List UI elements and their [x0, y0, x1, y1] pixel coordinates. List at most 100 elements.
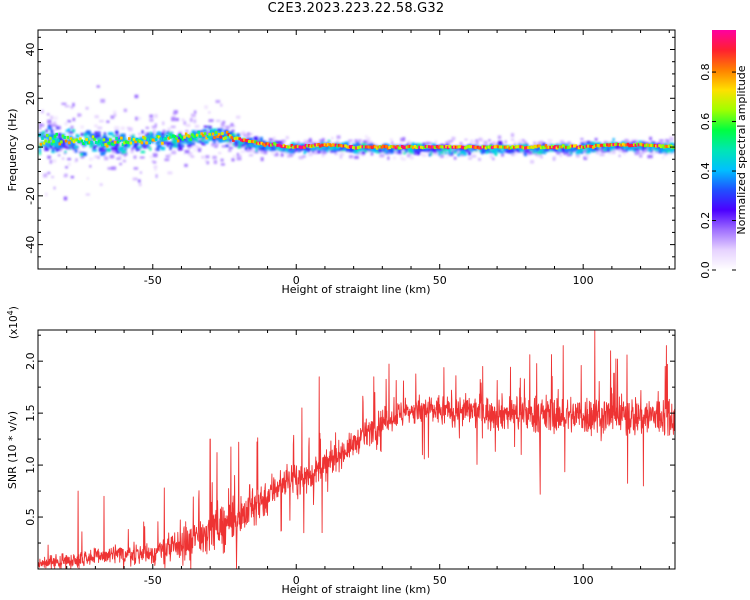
colorbar-tick-label: 0.8 [699, 63, 712, 81]
heatmap-cell [103, 151, 106, 155]
heatmap-cell [568, 145, 571, 149]
heatmap-cell [290, 144, 294, 147]
heatmap-cell [270, 143, 273, 147]
heatmap-cell [326, 149, 329, 153]
heatmap-cell [97, 156, 100, 159]
heatmap-cell [497, 140, 503, 144]
heatmap-cell [181, 137, 185, 141]
heatmap-cell [135, 147, 139, 152]
heatmap-cell [436, 148, 440, 151]
heatmap-cell [670, 149, 674, 154]
heatmap-cell [236, 152, 240, 157]
heatmap-cell [85, 106, 89, 110]
heatmap-cell [122, 159, 127, 163]
heatmap-cell [649, 136, 653, 141]
heatmap-cell [303, 139, 309, 143]
heatmap-cell [416, 151, 421, 156]
heatmap-cell [52, 143, 56, 146]
heatmap-cell [190, 144, 194, 149]
heatmap-cell [52, 140, 55, 144]
heatmap-cell [432, 145, 436, 149]
heatmap-cell [52, 148, 55, 152]
heatmap-cell [320, 143, 324, 147]
heatmap-cell [336, 140, 339, 143]
heatmap-cell [521, 139, 525, 142]
heatmap-cell [233, 137, 237, 141]
heatmap-cell [255, 148, 258, 152]
heatmap-cell [232, 143, 236, 146]
heatmap-cell [577, 146, 581, 150]
heatmap-cell [612, 143, 615, 146]
heatmap-cell [188, 132, 191, 137]
heatmap-cell [559, 153, 562, 158]
spectrogram-heatmap [38, 85, 675, 201]
heatmap-cell [113, 113, 117, 117]
heatmap-cell [320, 141, 324, 144]
heatmap-cell [481, 145, 485, 149]
heatmap-cell [74, 149, 78, 153]
heatmap-cell [44, 135, 47, 139]
heatmap-cell [356, 149, 361, 152]
heatmap-cell [72, 143, 76, 146]
heatmap-cell [399, 146, 402, 150]
heatmap-cell [114, 147, 119, 152]
heatmap-cell [86, 141, 90, 145]
heatmap-cell [118, 155, 122, 159]
heatmap-cell [225, 126, 230, 130]
heatmap-cell [600, 147, 604, 151]
heatmap-cell [166, 131, 170, 134]
colorbar-ticks: 0.0 0.2 0.4 0.6 0.8 [699, 63, 736, 279]
colorbar-tick-label: 0.4 [699, 162, 712, 180]
heatmap-cell [587, 146, 592, 151]
heatmap-cell [585, 154, 589, 158]
heatmap-cell [337, 143, 341, 147]
snr-multiplier-label: (x104) [6, 306, 20, 339]
heatmap-cell [213, 141, 216, 144]
heatmap-cell [231, 158, 235, 162]
heatmap-cell [669, 136, 674, 141]
heatmap-cell [150, 137, 153, 141]
heatmap-cell [385, 145, 388, 148]
heatmap-cell [630, 138, 635, 143]
heatmap-cell [92, 149, 98, 152]
heatmap-cell [355, 141, 360, 146]
heatmap-cell [451, 145, 455, 149]
heatmap-cell [313, 146, 317, 150]
heatmap-cell [462, 144, 465, 147]
heatmap-cell [289, 150, 294, 154]
heatmap-cell [126, 141, 129, 145]
heatmap-cell [208, 111, 211, 114]
heatmap-cell [505, 145, 508, 149]
heatmap-cell [93, 144, 99, 148]
heatmap-cell [588, 144, 592, 148]
heatmap-cell [309, 142, 314, 145]
heatmap-cell [358, 145, 361, 149]
heatmap-cell [98, 134, 101, 138]
heatmap-cell [206, 130, 211, 134]
snr-series-line [38, 330, 675, 569]
heatmap-cell [135, 137, 139, 141]
heatmap-cell [196, 134, 201, 139]
heatmap-cell [460, 145, 464, 149]
snr-axes: -50 0 50 100 0.5 1.0 1.5 2.0 [24, 330, 675, 587]
heatmap-cell [392, 156, 397, 160]
heatmap-cell [187, 144, 192, 147]
heatmap-cell [173, 149, 176, 153]
heatmap-cell [245, 144, 249, 148]
heatmap-cell [147, 146, 150, 149]
heatmap-cell [290, 153, 293, 157]
heatmap-cell [118, 139, 122, 143]
heatmap-cell [659, 141, 664, 145]
heatmap-cell [128, 137, 131, 141]
heatmap-cell [361, 143, 367, 147]
heatmap-cell [94, 131, 98, 135]
heatmap-cell [609, 143, 612, 147]
heatmap-cell [633, 139, 638, 142]
heatmap-cell [183, 135, 186, 139]
heatmap-cell [465, 148, 470, 153]
heatmap-cell [546, 146, 549, 150]
heatmap-cell [56, 138, 60, 142]
heatmap-cell [240, 132, 246, 136]
heatmap-cell [456, 145, 459, 149]
heatmap-cell [378, 145, 382, 149]
